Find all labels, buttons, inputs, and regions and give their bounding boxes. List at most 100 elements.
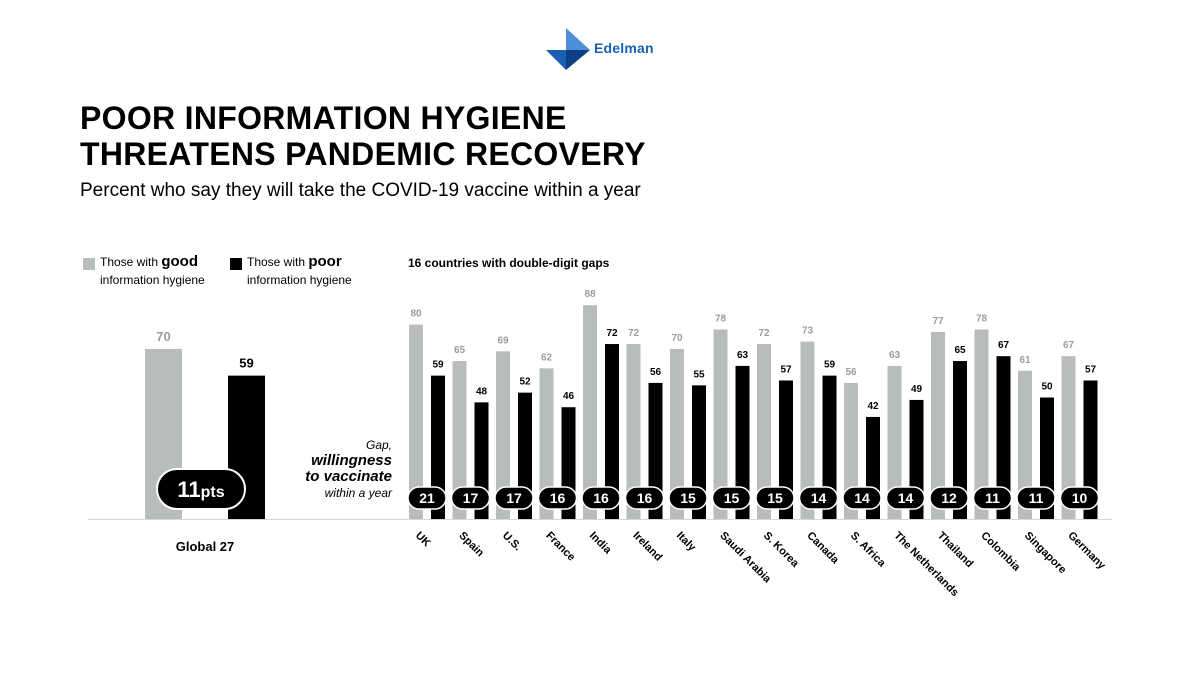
bar-good-3	[539, 368, 554, 519]
edelman-logo	[546, 28, 590, 70]
category-label-13: Colombia	[978, 530, 1023, 575]
bar-poor-8	[779, 380, 793, 519]
gap-value-2: 17	[506, 490, 522, 506]
category-label-10: S. Africa	[848, 530, 888, 570]
value-poor-11: 49	[911, 384, 923, 395]
bar-good-15	[1061, 356, 1076, 519]
gap-value-13: 11	[985, 490, 1000, 506]
value-poor-8: 57	[780, 364, 792, 375]
value-poor-13: 67	[998, 340, 1010, 351]
bar-poor-12	[953, 361, 967, 519]
bar-good-12	[931, 331, 945, 519]
bar-poor-5	[648, 382, 663, 519]
global-gap-number: 11	[177, 477, 200, 502]
section-title: 16 countries with double-digit gaps	[408, 256, 610, 270]
value-good-9: 73	[802, 326, 814, 337]
gap-value-5: 16	[637, 490, 653, 506]
bar-poor-13	[996, 356, 1011, 519]
global-gap-value: 11pts	[177, 477, 224, 502]
bar-poor-0	[431, 375, 445, 519]
gap-pill-13	[972, 486, 1013, 510]
value-poor-12: 65	[954, 345, 966, 356]
bar-poor-6	[692, 385, 706, 519]
gap-pill-8	[755, 486, 795, 510]
global-value-good: 70	[156, 329, 170, 344]
legend-poor-prefix: Those with	[247, 255, 309, 269]
gap-value-1: 17	[463, 490, 479, 506]
bar-good-5	[626, 344, 641, 519]
category-label-0: UK	[413, 530, 433, 550]
gap-pill-5	[624, 486, 665, 510]
category-label-1: Spain	[456, 530, 486, 560]
bar-good-1	[452, 361, 467, 519]
category-label-2: U.S.	[500, 530, 524, 554]
value-poor-9: 59	[824, 360, 836, 371]
bar-good-2	[496, 351, 510, 519]
gap-value-7: 15	[724, 490, 740, 506]
gap-value-10: 14	[854, 490, 870, 506]
value-good-0: 80	[410, 309, 422, 320]
gap-value-11: 14	[898, 490, 914, 506]
bar-poor-4	[605, 344, 619, 519]
value-good-15: 67	[1063, 340, 1075, 351]
bar-good-4	[583, 305, 597, 519]
bar-poor-15	[1083, 380, 1098, 519]
gap-pill-7	[711, 486, 752, 510]
bar-good-7	[713, 329, 728, 519]
gap-pill-6	[668, 486, 708, 510]
legend-swatch-good	[83, 258, 95, 270]
gap-value-8: 15	[767, 490, 783, 506]
gap-value-14: 11	[1029, 490, 1044, 506]
value-good-10: 56	[845, 367, 857, 378]
category-label-6: Italy	[674, 530, 699, 555]
gap-pill-2	[494, 486, 534, 510]
value-good-14: 61	[1019, 355, 1031, 366]
logo-mark-right	[566, 50, 590, 70]
value-good-3: 62	[541, 352, 553, 363]
global-gap-pill	[156, 468, 246, 510]
value-good-7: 78	[715, 313, 727, 324]
bar-good-6	[670, 348, 684, 519]
category-label-14: Singapore	[1022, 530, 1069, 577]
page-subtitle: Percent who say they will take the COVID…	[80, 180, 641, 201]
value-good-5: 72	[628, 328, 640, 339]
value-good-13: 78	[976, 313, 988, 324]
global-value-poor: 59	[239, 356, 253, 371]
gap-pill-9	[798, 486, 839, 510]
gap-pill-4	[581, 486, 621, 510]
legend-poor-bold: poor	[308, 253, 342, 270]
logo-mark-left	[546, 50, 566, 70]
value-good-2: 69	[497, 335, 509, 346]
value-poor-14: 50	[1041, 382, 1053, 393]
bar-good-9	[800, 341, 815, 519]
gap-label-line-4: within a year	[324, 486, 392, 500]
category-label-8: S. Korea	[761, 530, 802, 571]
value-poor-7: 63	[737, 350, 749, 361]
gap-value-4: 16	[593, 490, 609, 506]
bar-poor-7	[735, 365, 750, 519]
gap-label-line-3: to vaccinate	[305, 468, 392, 485]
legend-swatch-poor	[230, 258, 242, 270]
gap-label: Gap, willingness to vaccinate within a y…	[305, 437, 392, 501]
page-title: POOR INFORMATION HYGIENE THREATENS PANDE…	[80, 100, 646, 172]
global-category-label: Global 27	[176, 539, 235, 554]
gap-value-6: 15	[680, 490, 696, 506]
gap-pill-10	[842, 486, 882, 510]
gap-value-9: 14	[811, 490, 827, 506]
bar-good-14	[1018, 370, 1032, 519]
bar-poor-9	[822, 375, 837, 519]
brand-name: Edelman	[594, 40, 654, 56]
gap-label-line-2: willingness	[311, 452, 392, 469]
value-good-8: 72	[758, 328, 770, 339]
bar-good-8	[757, 344, 771, 519]
value-poor-15: 57	[1085, 364, 1097, 375]
gap-pill-1	[450, 486, 491, 510]
value-poor-0: 59	[432, 360, 444, 371]
gap-pill-11	[885, 486, 926, 510]
category-label-12: Thailand	[935, 530, 975, 570]
value-poor-2: 52	[519, 377, 531, 388]
legend-good-bold: good	[161, 253, 199, 270]
category-label-5: Ireland	[630, 530, 664, 564]
value-good-4: 88	[584, 289, 596, 300]
